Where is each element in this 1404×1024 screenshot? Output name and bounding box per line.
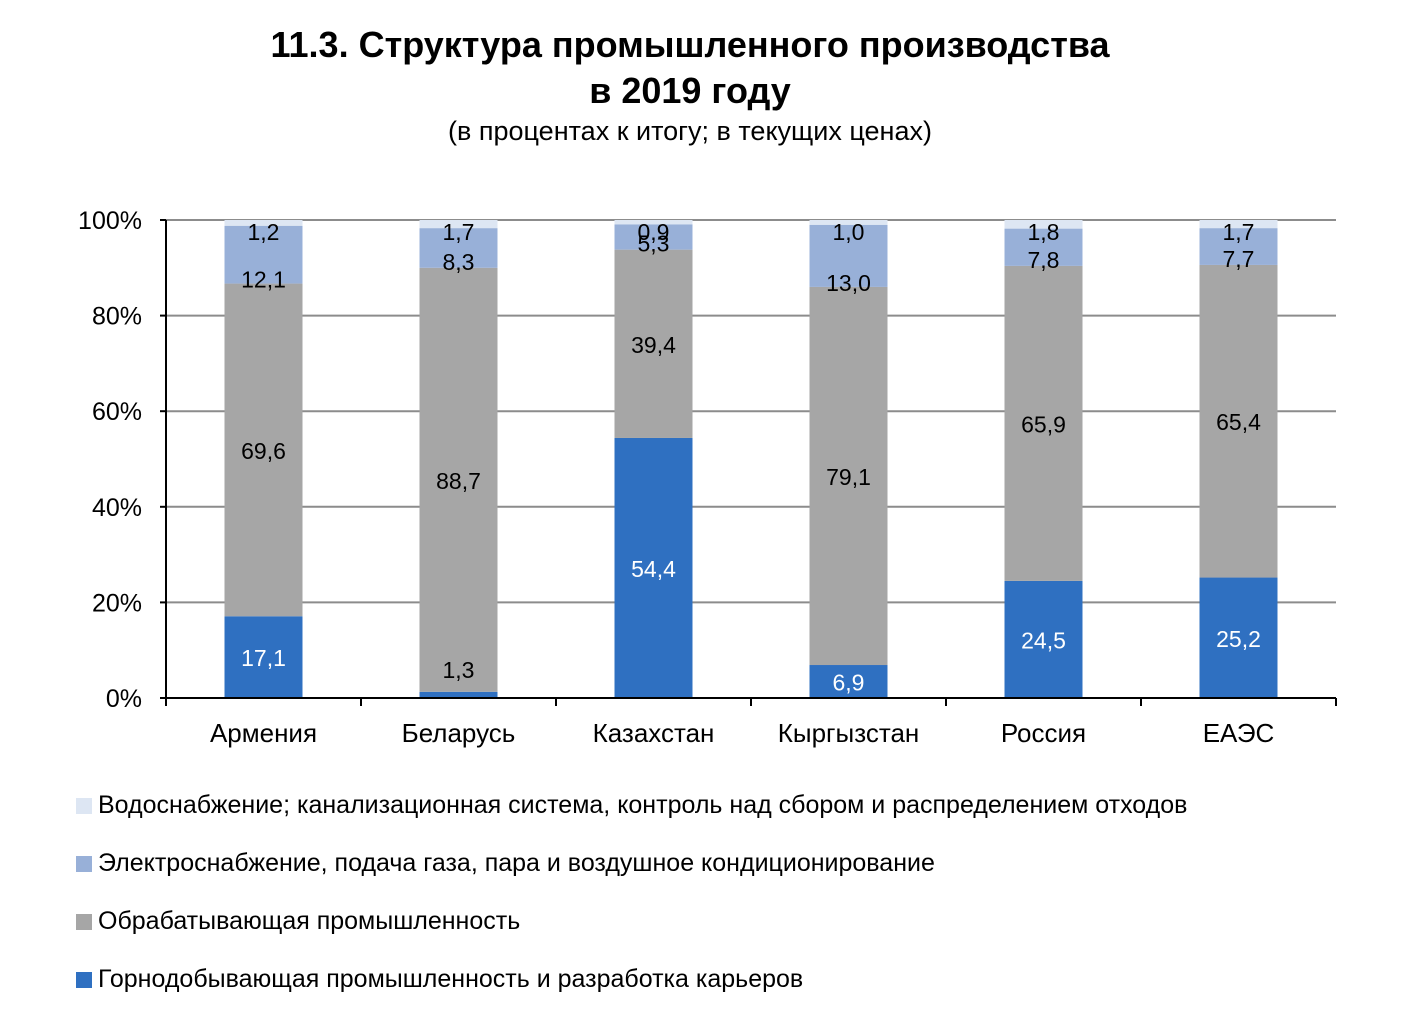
- data-label-electricity: 5,3: [638, 231, 670, 257]
- bar-segment-electricity: [614, 224, 693, 250]
- data-label-mining: 6,9: [833, 670, 865, 696]
- data-label-mining: 54,4: [631, 556, 676, 582]
- data-label-electricity: 7,7: [1223, 246, 1255, 272]
- data-label-water: 1,7: [1223, 219, 1255, 245]
- data-label-manufacturing: 65,9: [1021, 411, 1066, 437]
- y-tick-label: 0%: [106, 685, 142, 713]
- x-category-label: Россия: [1001, 718, 1086, 748]
- x-category-label: Кыргызстан: [778, 718, 920, 748]
- data-label-electricity: 8,3: [443, 249, 475, 275]
- x-category-label: Беларусь: [402, 718, 516, 748]
- legend-swatch-electricity: [76, 856, 92, 872]
- legend-swatch-water: [76, 798, 92, 814]
- bar-segment-manufacturing: [614, 249, 693, 438]
- bar-segment-mining: [1004, 580, 1083, 698]
- bar-segment-manufacturing: [809, 286, 888, 666]
- data-label-manufacturing: 69,6: [241, 438, 286, 464]
- data-label-mining: 1,3: [443, 657, 475, 683]
- data-label-mining: 25,2: [1216, 626, 1261, 652]
- legend-label-electricity: Электроснабжение, подача газа, пара и во…: [98, 849, 935, 877]
- bar-segment-water: [1199, 220, 1278, 229]
- bar-segment-water: [809, 220, 888, 225]
- bar-segment-water: [224, 220, 303, 226]
- data-label-electricity: 13,0: [826, 270, 871, 296]
- legend-swatch-mining: [76, 972, 92, 988]
- data-label-manufacturing: 79,1: [826, 464, 871, 490]
- bar-segment-manufacturing: [1004, 265, 1083, 581]
- bar-segment-water: [614, 220, 693, 225]
- y-tick-label: 40%: [92, 494, 142, 522]
- bar-segment-mining: [614, 437, 693, 698]
- bar-segment-mining: [419, 691, 498, 698]
- legend-label-mining: Горнодобывающая промышленность и разрабо…: [98, 965, 804, 993]
- data-label-mining: 17,1: [241, 645, 286, 671]
- bar-segment-mining: [1199, 577, 1278, 698]
- bar-segment-electricity: [1004, 228, 1083, 266]
- data-label-manufacturing: 39,4: [631, 332, 676, 358]
- stacked-bar-chart: 0% 20% 40% 60% 80% 100% Армения Беларусь Казахст…: [78, 207, 1337, 748]
- chart-title: 11.3. Структура промышленного производст…: [270, 24, 1110, 65]
- bar-segment-water: [419, 220, 498, 229]
- data-label-electricity: 7,8: [1028, 247, 1060, 273]
- x-category-label: ЕАЭС: [1203, 718, 1275, 748]
- bar-segment-electricity: [809, 224, 888, 287]
- x-category-label: Армения: [210, 718, 317, 748]
- legend-swatch-manufacturing: [76, 914, 92, 930]
- data-label-electricity: 12,1: [241, 267, 286, 293]
- legend-label-manufacturing: Обрабатывающая промышленность: [98, 907, 521, 935]
- bar-segment-mining: [224, 616, 303, 698]
- data-label-water: 1,7: [443, 219, 475, 245]
- bar-segment-water: [1004, 220, 1083, 229]
- data-label-manufacturing: 88,7: [436, 468, 481, 494]
- legend-label-water: Водоснабжение; канализационная система, …: [98, 791, 1188, 819]
- y-tick-label: 80%: [92, 303, 142, 331]
- y-tick-label: 60%: [92, 398, 142, 426]
- data-label-water: 1,8: [1028, 219, 1060, 245]
- x-category-label: Казахстан: [593, 718, 715, 748]
- data-label-water: 1,0: [833, 219, 865, 245]
- y-tick-label: 20%: [92, 589, 142, 617]
- bar-segment-mining: [809, 665, 888, 698]
- data-label-water: 1,2: [248, 219, 280, 245]
- data-label-water: 0,9: [638, 219, 670, 245]
- y-tick-label: 100%: [78, 207, 142, 235]
- data-label-mining: 24,5: [1021, 627, 1066, 653]
- chart-title-year: в 2019 году: [589, 70, 791, 111]
- bar-segment-electricity: [419, 228, 498, 268]
- bar-segment-electricity: [224, 225, 303, 284]
- bar-segment-manufacturing: [224, 283, 303, 617]
- chart-subtitle: (в процентах к итогу; в текущих ценах): [448, 116, 932, 146]
- bar-segment-manufacturing: [1199, 264, 1278, 578]
- data-label-manufacturing: 65,4: [1216, 409, 1261, 435]
- bar-segment-electricity: [1199, 228, 1278, 265]
- bar-segment-manufacturing: [419, 267, 498, 692]
